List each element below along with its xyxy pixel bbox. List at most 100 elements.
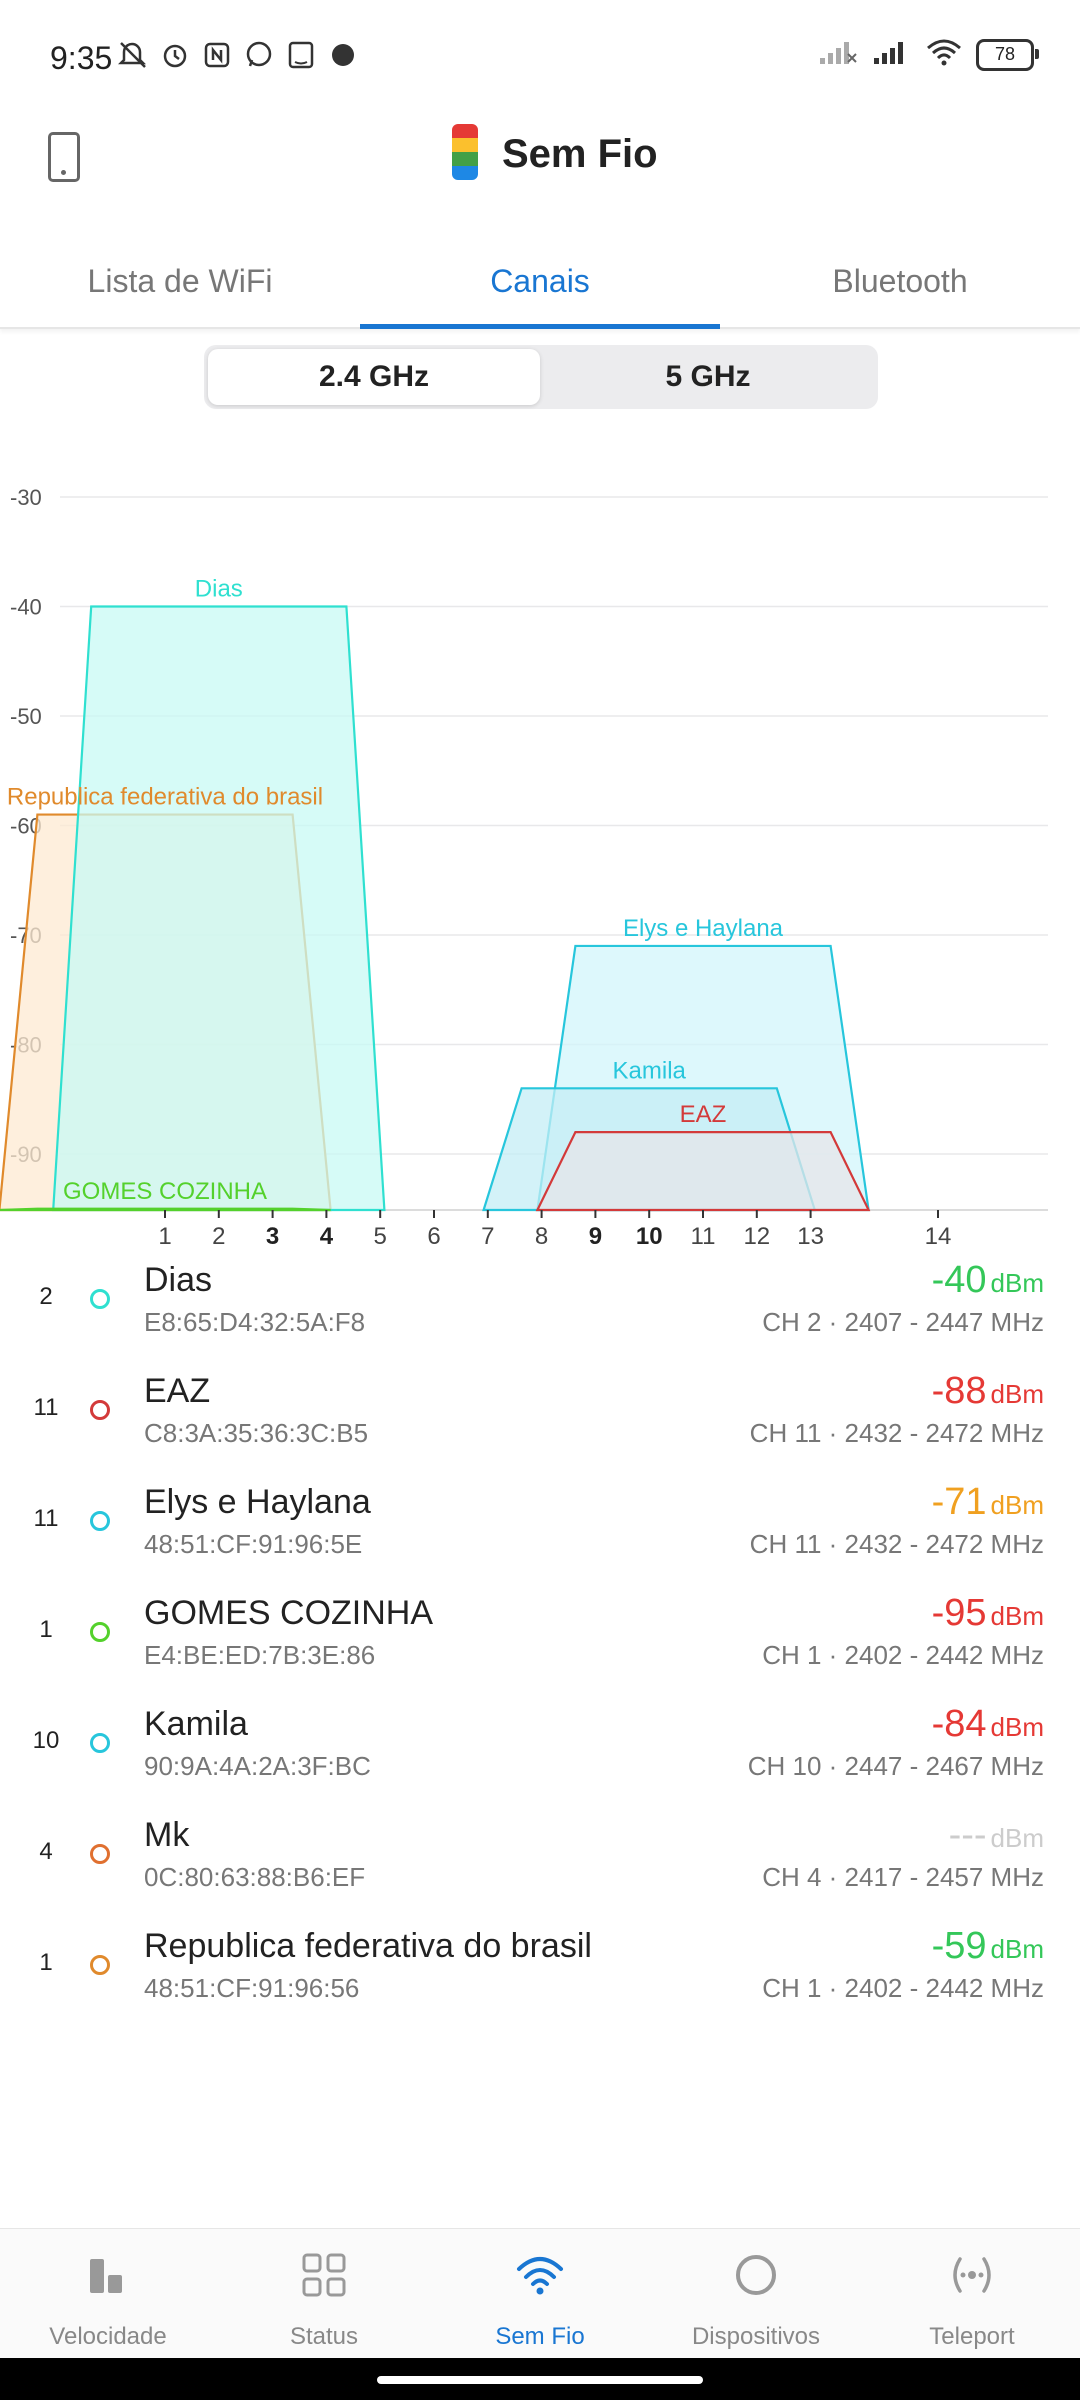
- signal-value: -84: [931, 1703, 987, 1745]
- network-name: GOMES COZINHA: [144, 1594, 434, 1632]
- network-channel: 11: [33, 1394, 59, 1421]
- status-bar: 9:35 78: [0, 0, 1080, 100]
- x-tick-label: 12: [743, 1223, 770, 1250]
- series-label: Kamila: [613, 1057, 687, 1084]
- x-tick-label: 1: [158, 1223, 171, 1250]
- network-row[interactable]: 4 Mk 0C:80:63:88:B6:EF --- dBm CH 4 · 2417 - …: [0, 1810, 1080, 1920]
- bottom-nav: Velocidade Status Sem Fio Dispositivos T…: [0, 2228, 1080, 2359]
- network-mac: E8:65:D4:32:5A:F8: [144, 1307, 366, 1337]
- gesture-bar: [0, 2358, 1080, 2400]
- network-row[interactable]: 11 Elys e Haylana 48:51:CF:91:96:5E -71 dBm C…: [0, 1477, 1080, 1587]
- network-mac: E4:BE:ED:7B:3E:86: [144, 1640, 376, 1670]
- network-channel: 1: [39, 1616, 53, 1643]
- network-color-dot: [90, 1289, 110, 1309]
- band-5ghz-button[interactable]: 5 GHz: [665, 360, 751, 393]
- network-mac: 90:9A:4A:2A:3F:BC: [144, 1751, 371, 1781]
- app-logo-icon: [452, 124, 478, 180]
- app-header: Sem Fio: [0, 100, 1080, 215]
- x-tick-label: 4: [320, 1223, 334, 1250]
- y-tick-label: -50: [10, 704, 42, 729]
- gesture-pill[interactable]: [377, 2376, 703, 2384]
- tab-indicator: [360, 324, 720, 329]
- page-title: Sem Fio: [502, 132, 658, 176]
- x-tick-label: 2: [212, 1223, 225, 1250]
- nfc-icon: [202, 38, 232, 72]
- nav-sem-fio[interactable]: Sem Fio: [432, 2229, 648, 2359]
- speed-bars-icon: [84, 2251, 132, 2299]
- signal-value: -59: [931, 1925, 987, 1967]
- network-name: Mk: [144, 1816, 190, 1854]
- network-info: CH 1 · 2402 - 2442 MHz: [762, 1973, 1044, 2003]
- signal-value: -95: [931, 1592, 987, 1634]
- network-signal: -71 dBm: [932, 1481, 1044, 1524]
- channel-chart-svg: -30-40-50-60-70-80-90Republica federativ…: [0, 485, 1048, 1250]
- network-info: CH 11 · 2432 - 2472 MHz: [749, 1529, 1044, 1559]
- network-row[interactable]: 10 Kamila 90:9A:4A:2A:3F:BC -84 dBm CH 10 · 2…: [0, 1699, 1080, 1809]
- circle-icon: [732, 2251, 780, 2299]
- signal-value: -88: [931, 1370, 987, 1412]
- tab-wifi-list[interactable]: Lista de WiFi: [87, 262, 273, 299]
- wifi-icon: [926, 38, 962, 71]
- network-info: CH 4 · 2417 - 2457 MHz: [762, 1862, 1044, 1892]
- tab-bluetooth[interactable]: Bluetooth: [832, 262, 968, 299]
- band-toggle: 2.4 GHz 5 GHz: [204, 345, 878, 409]
- network-signal: --- dBm: [949, 1814, 1044, 1857]
- nav-velocidade[interactable]: Velocidade: [0, 2229, 216, 2359]
- nav-status[interactable]: Status: [216, 2229, 432, 2359]
- series-label: Dias: [195, 576, 243, 603]
- signal-icon: [872, 38, 912, 71]
- network-signal: -40 dBm: [932, 1259, 1044, 1302]
- tab-channels[interactable]: Canais: [490, 262, 590, 299]
- x-tick-label: 14: [925, 1223, 952, 1250]
- network-channel: 1: [39, 1949, 53, 1976]
- signal-unit: dBm: [990, 1379, 1044, 1409]
- nav-label: Dispositivos: [691, 2323, 821, 2350]
- signal-unit: dBm: [990, 1268, 1044, 1298]
- network-info: CH 2 · 2407 - 2447 MHz: [762, 1307, 1044, 1337]
- teleport-icon: [948, 2251, 996, 2299]
- mute-icon: [118, 38, 148, 72]
- y-tick-label: -30: [10, 485, 42, 510]
- nav-teleport[interactable]: Teleport: [864, 2229, 1080, 2359]
- battery-icon: 78: [976, 38, 1039, 71]
- phone-icon[interactable]: [48, 132, 80, 182]
- network-info: CH 11 · 2432 - 2472 MHz: [749, 1418, 1044, 1448]
- signal-off-icon: [818, 38, 858, 71]
- network-name: Elys e Haylana: [144, 1483, 371, 1521]
- signal-value: -71: [931, 1481, 987, 1523]
- series-label: Elys e Haylana: [623, 915, 784, 942]
- alarm-icon: [160, 38, 190, 72]
- signal-value: ---: [948, 1814, 987, 1856]
- signal-unit: dBm: [990, 1601, 1044, 1631]
- nav-label: Velocidade: [49, 2323, 167, 2350]
- amazon-icon: [286, 38, 316, 72]
- x-tick-label: 5: [374, 1223, 387, 1250]
- network-channel: 2: [39, 1283, 53, 1310]
- y-tick-label: -40: [10, 595, 42, 620]
- signal-value: -40: [931, 1259, 987, 1301]
- network-color-dot: [90, 1955, 110, 1975]
- network-channel: 10: [32, 1727, 60, 1754]
- nav-label: Sem Fio: [495, 2323, 585, 2350]
- network-row[interactable]: 2 Dias E8:65:D4:32:5A:F8 -40 dBm CH 2 · 2407 …: [0, 1255, 1080, 1365]
- app-icon: [328, 38, 358, 72]
- x-tick-label: 9: [589, 1223, 602, 1250]
- tab-bar: Lista de WiFi Canais Bluetooth: [0, 235, 1080, 329]
- network-row[interactable]: 11 EAZ C8:3A:35:36:3C:B5 -88 dBm CH 11 · 2432…: [0, 1366, 1080, 1476]
- network-channel: 11: [33, 1505, 59, 1532]
- network-row[interactable]: 1 Republica federativa do brasil 48:51:CF:…: [0, 1921, 1080, 2031]
- network-signal: -95 dBm: [932, 1592, 1044, 1635]
- network-signal: -59 dBm: [932, 1925, 1044, 1968]
- x-tick-label: 8: [535, 1223, 548, 1250]
- series-label: GOMES COZINHA: [63, 1178, 267, 1205]
- channel-chart: -30-40-50-60-70-80-90Republica federativ…: [0, 460, 1080, 1260]
- nav-dispositivos[interactable]: Dispositivos: [648, 2229, 864, 2359]
- wifi-icon: [516, 2251, 564, 2299]
- signal-unit: dBm: [990, 1823, 1044, 1853]
- x-tick-label: 13: [797, 1223, 824, 1250]
- network-row[interactable]: 1 GOMES COZINHA E4:BE:ED:7B:3E:86 -95 dBm CH …: [0, 1588, 1080, 1698]
- band-24ghz-button[interactable]: 2.4 GHz: [208, 349, 540, 405]
- network-signal: -84 dBm: [932, 1703, 1044, 1746]
- series-area: [535, 1130, 871, 1212]
- grid-icon: [300, 2251, 348, 2299]
